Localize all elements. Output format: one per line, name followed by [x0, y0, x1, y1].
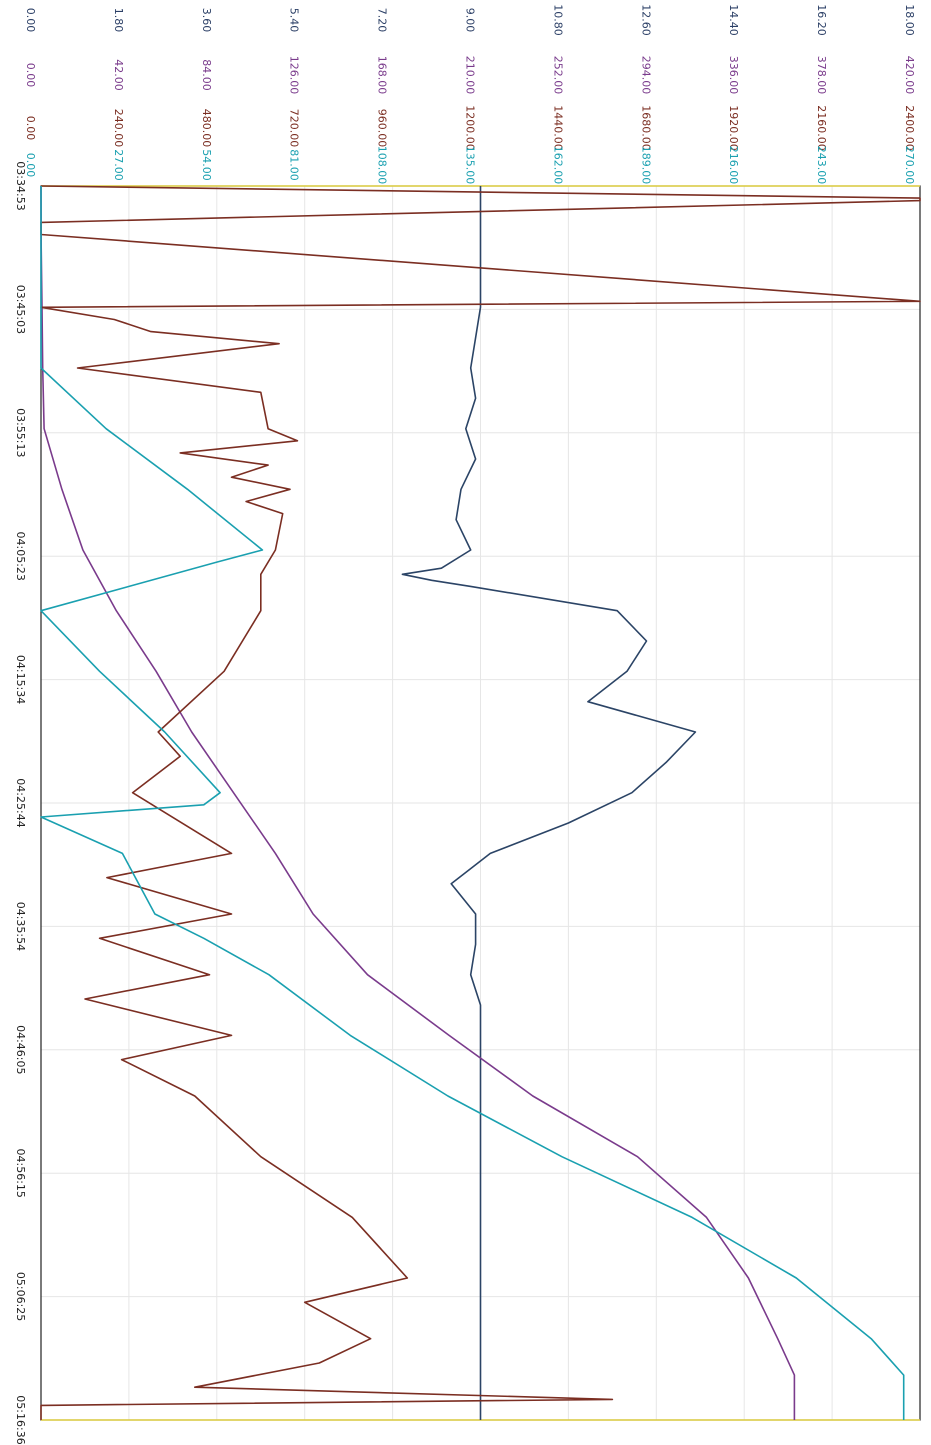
value-tick-label-axis3: 1920.00: [727, 105, 740, 151]
value-tick-label-axis3: 1680.00: [639, 105, 652, 151]
time-tick-label: 04:25:44: [14, 778, 27, 827]
time-tick-label: 05:16:36: [14, 1395, 27, 1444]
time-tick-label: 05:06:25: [14, 1272, 27, 1321]
value-tick-label-axis4: 270.00: [903, 146, 916, 185]
time-tick-label: 04:05:23: [14, 531, 27, 580]
value-tick-label-axis4: 27.00: [112, 149, 125, 181]
series-line-1: [401, 186, 697, 1420]
value-tick-label-axis4: 162.00: [551, 146, 564, 185]
value-tick-label-axis4: 243.00: [815, 146, 828, 185]
value-tick-label-axis2: 42.00: [112, 59, 125, 91]
value-tick-label-axis2: 294.00: [639, 56, 652, 95]
time-tick-label: 04:46:05: [14, 1025, 27, 1074]
value-tick-label-axis2: 336.00: [727, 56, 740, 95]
value-tick-label-axis2: 84.00: [200, 59, 213, 91]
value-tick-label-axis4: 81.00: [288, 149, 301, 181]
value-tick-label-axis2: 420.00: [903, 56, 916, 95]
time-tick-label: 03:34:53: [14, 161, 27, 210]
time-tick-label: 04:15:34: [14, 655, 27, 704]
value-tick-label-axis4: 54.00: [200, 149, 213, 181]
series-line-3: [40, 185, 921, 1420]
value-tick-label-axis2: 252.00: [551, 56, 564, 95]
value-tick-label-axis2: 126.00: [288, 56, 301, 95]
value-tick-label-axis2: 0.00: [24, 63, 37, 88]
value-tick-label-axis1: 14.40: [727, 4, 740, 36]
value-tick-label-axis1: 9.00: [464, 8, 477, 33]
value-tick-label-axis4: 216.00: [727, 146, 740, 185]
value-tick-label-axis1: 3.60: [200, 8, 213, 33]
value-tick-label-axis3: 2400.00: [903, 105, 916, 151]
value-tick-label-axis1: 12.60: [639, 4, 652, 36]
value-tick-label-axis1: 5.40: [288, 8, 301, 33]
time-tick-label: 04:56:15: [14, 1148, 27, 1197]
time-tick-label: 04:35:54: [14, 902, 27, 951]
series-line-2: [40, 185, 796, 1420]
value-tick-label-axis2: 210.00: [464, 56, 477, 95]
value-tick-label-axis3: 1440.00: [551, 105, 564, 151]
value-tick-label-axis2: 168.00: [376, 56, 389, 95]
time-tick-label: 03:45:03: [14, 285, 27, 334]
value-tick-label-axis4: 108.00: [376, 146, 389, 185]
series-line-4: [40, 186, 905, 1420]
value-tick-label-axis1: 7.20: [376, 8, 389, 33]
value-tick-label-axis3: 480.00: [200, 109, 213, 148]
value-tick-label-axis1: 16.20: [815, 4, 828, 36]
value-tick-label-axis4: 0.00: [24, 153, 37, 178]
value-tick-label-axis3: 960.00: [376, 109, 389, 148]
value-tick-label-axis3: 240.00: [112, 109, 125, 147]
value-tick-label-axis4: 189.00: [639, 146, 652, 185]
value-tick-label-axis3: 720.00: [288, 109, 301, 148]
value-tick-label-axis2: 378.00: [815, 56, 828, 95]
value-tick-label-axis3: 0.00: [24, 116, 37, 141]
series-group: [40, 185, 921, 1420]
value-tick-label-axis1: 0.00: [24, 8, 37, 33]
time-tick-label: 03:55:13: [14, 408, 27, 457]
value-tick-label-axis3: 1200.00: [464, 105, 477, 151]
tick-labels-group: 03:34:53 03:45:03 03:55:13 04:05:23 04:15:34…: [14, 4, 916, 1444]
value-tick-label-axis4: 135.00: [464, 146, 477, 185]
value-tick-label-axis1: 10.80: [551, 4, 564, 36]
value-tick-label-axis3: 2160.00: [815, 105, 828, 151]
value-tick-label-axis1: 1.80: [112, 8, 125, 33]
value-tick-label-axis1: 18.00: [903, 4, 916, 36]
